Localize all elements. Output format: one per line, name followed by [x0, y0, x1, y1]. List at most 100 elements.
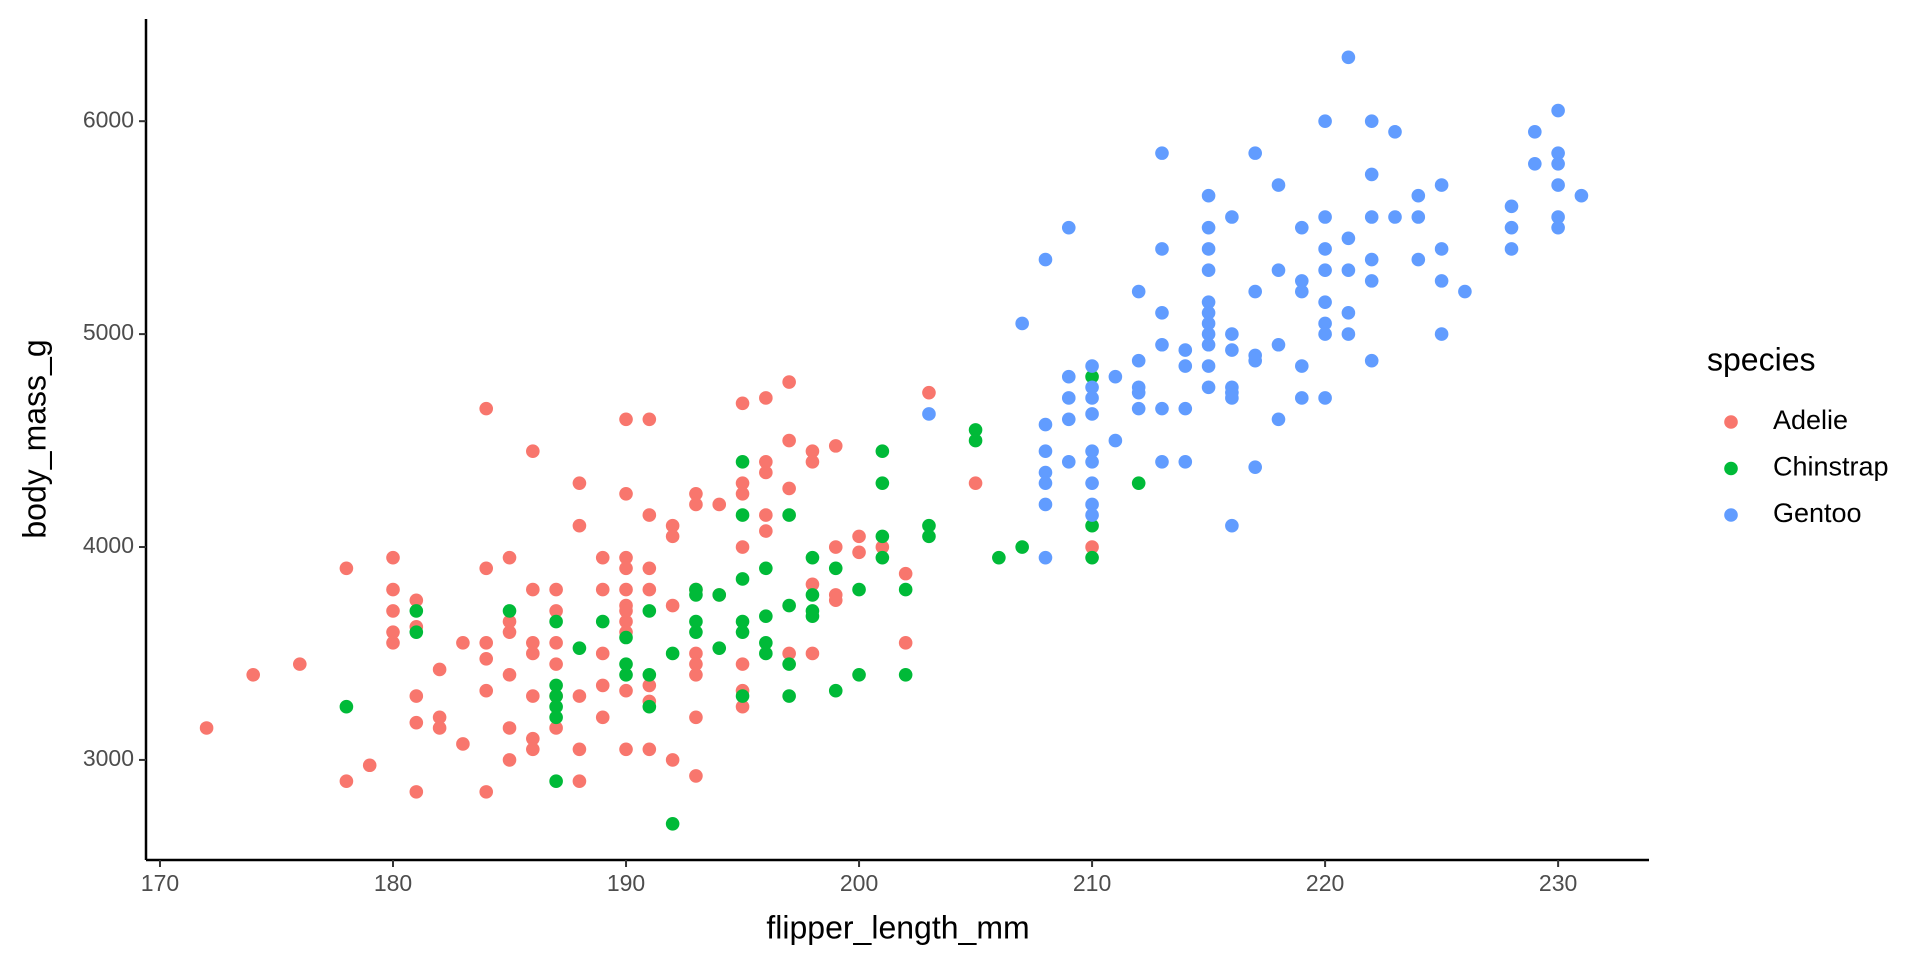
point — [409, 689, 424, 703]
point — [1085, 540, 1099, 554]
point — [1225, 518, 1239, 533]
point — [1085, 380, 1099, 395]
legend-label: Gentoo — [1773, 498, 1862, 528]
point — [1085, 444, 1099, 459]
x-tick-label: 220 — [1306, 870, 1344, 896]
point — [1178, 343, 1193, 357]
point — [875, 550, 890, 565]
x-tick-label: 170 — [141, 870, 179, 896]
point — [1201, 188, 1216, 203]
point — [619, 486, 633, 501]
point — [665, 646, 680, 661]
x-tick-label: 210 — [1073, 870, 1111, 896]
point — [1434, 327, 1449, 341]
point — [1318, 263, 1332, 278]
point — [852, 582, 866, 597]
point — [595, 614, 610, 629]
point — [689, 646, 703, 661]
point — [782, 646, 796, 661]
point — [1085, 518, 1099, 533]
point — [456, 737, 470, 751]
point — [735, 486, 750, 501]
point — [1248, 353, 1262, 368]
point — [1528, 156, 1542, 171]
point — [526, 636, 540, 650]
point — [1294, 359, 1309, 373]
y-tick-label: 6000 — [83, 106, 134, 132]
point — [735, 614, 750, 629]
point — [1551, 156, 1565, 171]
point — [1364, 167, 1379, 182]
point — [246, 667, 260, 682]
legend-marker — [1724, 461, 1738, 476]
point — [1434, 178, 1449, 192]
point — [922, 529, 936, 544]
point — [1131, 353, 1146, 368]
point — [526, 582, 540, 597]
point — [572, 641, 587, 655]
point — [642, 742, 657, 757]
point — [1131, 401, 1146, 416]
point — [805, 444, 820, 459]
point — [968, 423, 983, 437]
point — [572, 476, 587, 490]
point — [479, 683, 494, 698]
legend-label: Chinstrap — [1773, 452, 1889, 482]
point — [759, 609, 773, 624]
point — [1155, 337, 1169, 352]
point — [689, 710, 703, 725]
point — [595, 710, 610, 725]
point — [1155, 306, 1169, 320]
point — [642, 678, 657, 693]
point — [1061, 220, 1076, 235]
point — [828, 561, 843, 576]
point — [1015, 540, 1029, 554]
point — [549, 614, 563, 629]
point — [852, 667, 866, 682]
point — [1434, 242, 1449, 256]
point — [642, 582, 657, 597]
point — [735, 657, 750, 671]
point — [642, 508, 657, 522]
point — [992, 550, 1006, 565]
point — [898, 582, 913, 597]
point — [1178, 455, 1193, 469]
point — [1341, 50, 1356, 65]
point — [1271, 178, 1286, 192]
point — [689, 614, 703, 629]
point — [1131, 284, 1146, 299]
point — [572, 774, 587, 789]
point — [619, 604, 633, 618]
point — [852, 529, 866, 544]
point — [386, 604, 400, 618]
point — [735, 455, 750, 469]
point — [479, 651, 494, 666]
point — [1294, 274, 1309, 288]
point — [665, 529, 680, 544]
point — [642, 561, 657, 576]
point — [968, 433, 983, 448]
point — [1318, 391, 1332, 405]
point — [386, 636, 400, 650]
point — [1551, 146, 1565, 160]
point — [572, 742, 587, 757]
point — [1225, 343, 1239, 357]
point — [689, 667, 703, 682]
point — [875, 529, 890, 544]
legend-label: Adelie — [1773, 405, 1848, 435]
point — [712, 588, 727, 602]
point — [386, 625, 400, 639]
point — [432, 662, 447, 677]
point — [689, 486, 703, 501]
point — [409, 625, 424, 639]
point — [689, 625, 703, 639]
point — [1551, 220, 1565, 235]
point — [549, 678, 563, 693]
point — [1411, 210, 1426, 224]
point — [1388, 210, 1402, 224]
point — [339, 561, 354, 576]
point — [1201, 337, 1216, 352]
point — [1364, 353, 1379, 368]
point — [1411, 252, 1426, 267]
point — [1201, 242, 1216, 256]
